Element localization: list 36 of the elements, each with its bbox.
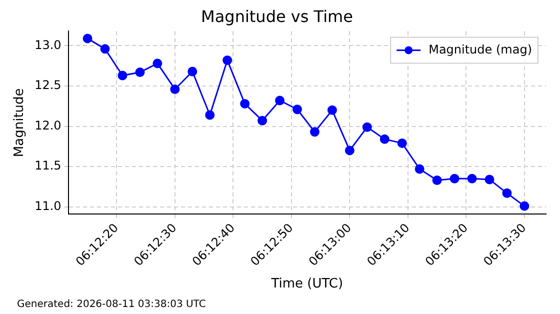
legend-label: Magnitude (mag)	[428, 42, 532, 56]
point	[380, 134, 390, 144]
point	[222, 55, 232, 65]
y-tick-label: 12.5	[34, 78, 62, 92]
point	[450, 174, 460, 184]
y-axis-title: Magnitude	[12, 88, 28, 158]
point	[100, 44, 110, 54]
x-axis-title: Time (UTC)	[270, 276, 344, 292]
y-tick-label: 11.0	[34, 198, 62, 213]
point	[344, 146, 354, 156]
point	[362, 122, 372, 132]
point	[170, 84, 180, 94]
point	[502, 188, 512, 198]
point	[188, 66, 198, 76]
point	[467, 174, 477, 184]
point	[135, 68, 145, 78]
point	[152, 58, 162, 68]
point	[432, 176, 442, 186]
text: Generated: 2026-08-11 03:38:03 UTC	[17, 299, 206, 310]
point	[118, 70, 128, 80]
point	[292, 104, 302, 114]
y-tick-label: 13.0	[34, 38, 62, 52]
point	[275, 96, 285, 106]
chart-title: Magnitude vs Time	[201, 6, 353, 26]
point	[82, 34, 92, 44]
point	[327, 105, 337, 115]
point	[484, 174, 494, 184]
point	[310, 127, 320, 137]
y-tick-label: 11.5	[34, 158, 62, 173]
point	[397, 138, 407, 148]
y-tick-label: 12.0	[34, 118, 62, 132]
point	[520, 201, 530, 211]
point	[258, 116, 268, 126]
point	[414, 164, 424, 174]
point	[240, 98, 250, 108]
point	[205, 110, 215, 120]
